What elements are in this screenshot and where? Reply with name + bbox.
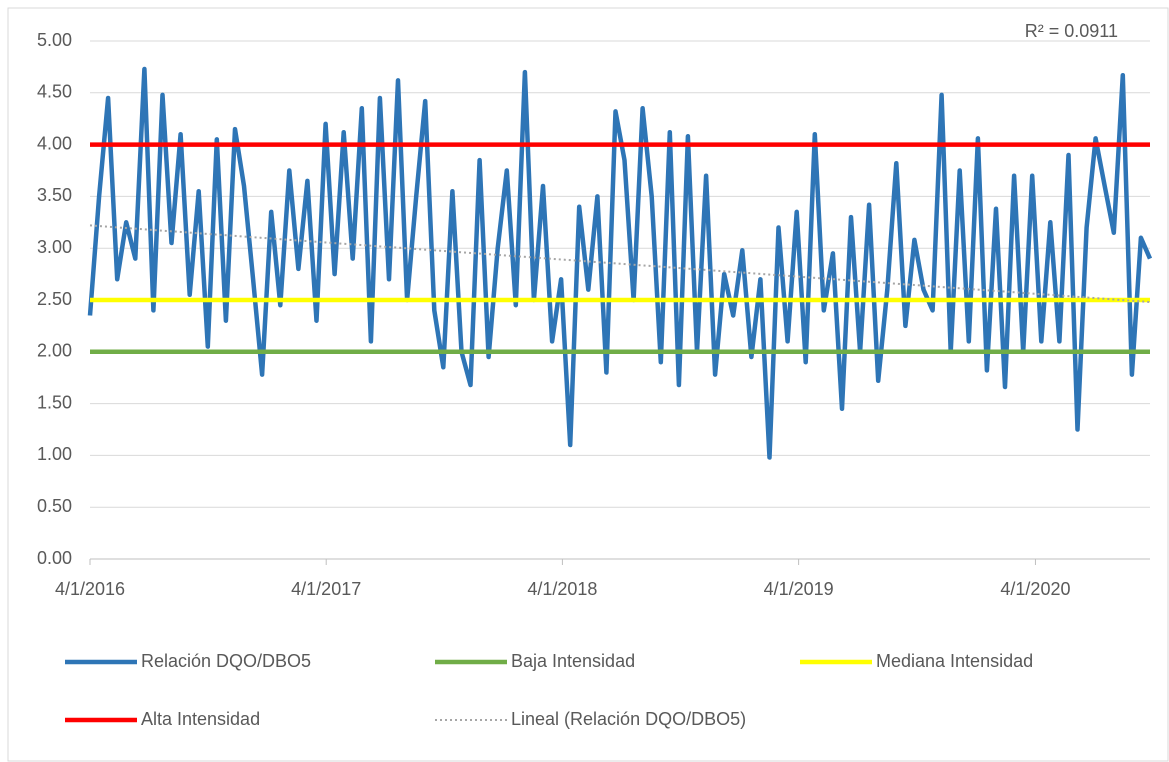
chart-border [7, 7, 1169, 762]
y-tick-label: 4.00 [37, 133, 72, 153]
y-tick-label: 2.00 [37, 341, 72, 361]
x-tick-label: 4/1/2016 [55, 579, 125, 599]
x-tick-label: 4/1/2018 [527, 579, 597, 599]
r-squared: R² = 0.0911 [1025, 21, 1118, 41]
legend-label: Alta Intensidad [141, 709, 260, 729]
y-tick-label: 3.50 [37, 185, 72, 205]
y-tick-label: 4.50 [37, 82, 72, 102]
y-tick-label: 5.00 [37, 30, 72, 50]
legend-label: Lineal (Relación DQO/DBO5) [511, 709, 746, 729]
x-tick-label: 4/1/2020 [1000, 579, 1070, 599]
legend-label: Relación DQO/DBO5 [141, 651, 311, 671]
y-tick-label: 1.00 [37, 444, 72, 464]
y-tick-label: 3.00 [37, 237, 72, 257]
trendline [89, 224, 1151, 304]
y-tick-label: 1.50 [37, 392, 72, 412]
x-tick-label: 4/1/2019 [764, 579, 834, 599]
x-tick-label: 4/1/2017 [291, 579, 361, 599]
series-line [87, 66, 1153, 460]
legend-label: Mediana Intensidad [876, 651, 1033, 671]
legend-label: Baja Intensidad [511, 651, 635, 671]
y-tick-label: 0.50 [37, 496, 72, 516]
y-tick-label: 2.50 [37, 289, 72, 309]
y-tick-label: 0.00 [37, 548, 72, 568]
